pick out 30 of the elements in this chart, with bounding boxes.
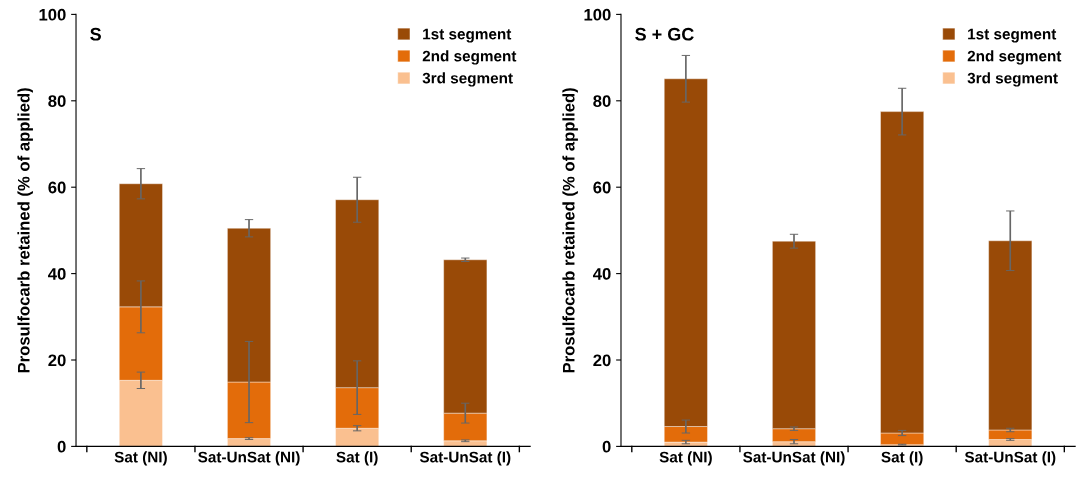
y-tick-label: 80 xyxy=(593,95,611,107)
legend-label: 2nd segment xyxy=(422,50,517,65)
x-tick-label: Sat (I) xyxy=(336,451,378,466)
x-tick-label: Sat (NI) xyxy=(114,451,167,466)
y-tick-label: 40 xyxy=(592,268,611,280)
x-tick-label: Sat (NI) xyxy=(659,451,712,466)
legend-label: 2nd segment xyxy=(967,50,1062,65)
text: S + GC xyxy=(635,27,694,41)
legend-label: 1st segment xyxy=(968,28,1057,43)
x-tick-label: Sat-UnSat (I) xyxy=(419,451,511,466)
y-tick-label: 0 xyxy=(602,440,611,453)
legend-label: 3rd segment xyxy=(422,72,513,87)
y-tick-label: 40 xyxy=(48,268,66,280)
x-tick-label: Sat-UnSat (NI) xyxy=(743,451,845,466)
y-tick-label: 20 xyxy=(593,354,611,367)
y-tick-label: 100 xyxy=(39,8,66,21)
y-tick-label: 60 xyxy=(48,181,66,194)
y-tick-label: 60 xyxy=(593,181,611,194)
y-tick-label: 100 xyxy=(584,8,611,21)
text: S xyxy=(90,27,101,41)
y-axis-title: Prosulfocarb retained (% of applied) xyxy=(17,88,33,373)
x-tick-label: Sat-UnSat (NI) xyxy=(198,451,300,466)
y-tick-label: 80 xyxy=(48,95,66,107)
legend-label: 1st segment xyxy=(423,28,512,43)
y-axis-title: Prosulfocarb retained (% of applied) xyxy=(562,88,578,373)
x-tick-label: Sat-UnSat (I) xyxy=(964,451,1056,466)
y-tick-label: 20 xyxy=(48,354,66,367)
x-tick-label: Sat (I) xyxy=(881,451,923,466)
y-tick-label: 0 xyxy=(57,440,66,453)
legend-label: 3rd segment xyxy=(967,72,1058,87)
